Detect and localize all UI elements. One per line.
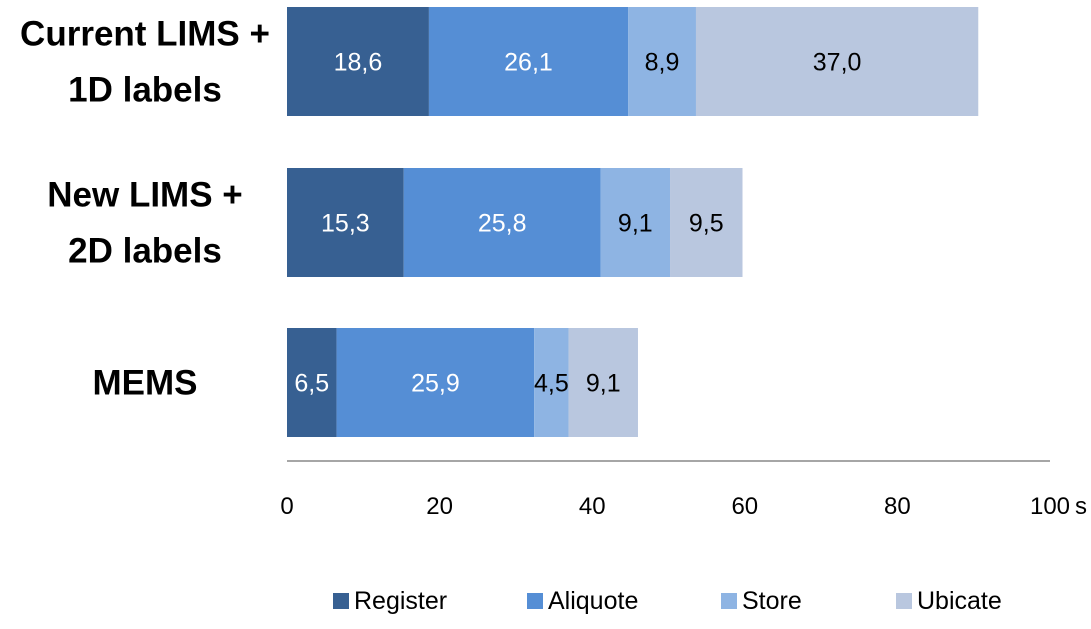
bar-mems-ubicate	[568, 328, 638, 437]
x-axis-unit-label: s	[1075, 493, 1087, 520]
legend-swatch-aliquote	[527, 593, 543, 609]
legend-swatch-register	[333, 593, 349, 609]
data-label-new-lims-aliquote: 25,8	[478, 210, 527, 238]
data-label-mems-register: 6,5	[294, 370, 329, 398]
data-label-new-lims-register: 15,3	[321, 210, 370, 238]
x-tick-label-100: 100	[1030, 493, 1070, 520]
data-label-current-lims-aliquote: 26,1	[504, 49, 553, 77]
bar-new-lims-aliquote	[403, 168, 601, 277]
bar-current-lims-register	[287, 7, 429, 116]
data-label-current-lims-ubicate: 37,0	[813, 49, 862, 77]
legend-label-store: Store	[742, 587, 802, 615]
bar-new-lims-store	[600, 168, 671, 277]
data-label-new-lims-store: 9,1	[618, 210, 653, 238]
x-tick-label-20: 20	[426, 493, 453, 520]
legend-label-ubicate: Ubicate	[917, 587, 1002, 615]
x-tick-label-40: 40	[579, 493, 606, 520]
bar-current-lims-store	[628, 7, 696, 116]
data-label-current-lims-register: 18,6	[334, 49, 383, 77]
bar-mems-register	[287, 328, 337, 437]
legend-swatch-ubicate	[896, 593, 912, 609]
data-label-current-lims-store: 8,9	[645, 49, 680, 77]
legend-label-aliquote: Aliquote	[548, 587, 638, 615]
bar-new-lims-register	[287, 168, 404, 277]
x-tick-label-80: 80	[884, 493, 911, 520]
bar-current-lims-ubicate	[695, 7, 979, 116]
data-label-new-lims-ubicate: 9,5	[689, 210, 724, 238]
bar-mems-aliquote	[336, 328, 535, 437]
legend-label-register: Register	[354, 587, 447, 615]
x-tick-label-60: 60	[731, 493, 758, 520]
data-label-mems-store: 4,5	[534, 370, 569, 398]
bar-current-lims-aliquote	[428, 7, 629, 116]
category-label-new-lims: New LIMS +2D labels	[47, 176, 242, 271]
category-label-mems: MEMS	[93, 364, 198, 403]
category-label-current-lims: Current LIMS +1D labels	[20, 15, 270, 110]
legend-swatch-store	[721, 593, 737, 609]
data-label-mems-ubicate: 9,1	[586, 370, 621, 398]
bar-mems-store	[534, 328, 569, 437]
x-tick-label-0: 0	[280, 493, 293, 520]
data-label-mems-aliquote: 25,9	[411, 370, 460, 398]
bar-new-lims-ubicate	[670, 168, 743, 277]
